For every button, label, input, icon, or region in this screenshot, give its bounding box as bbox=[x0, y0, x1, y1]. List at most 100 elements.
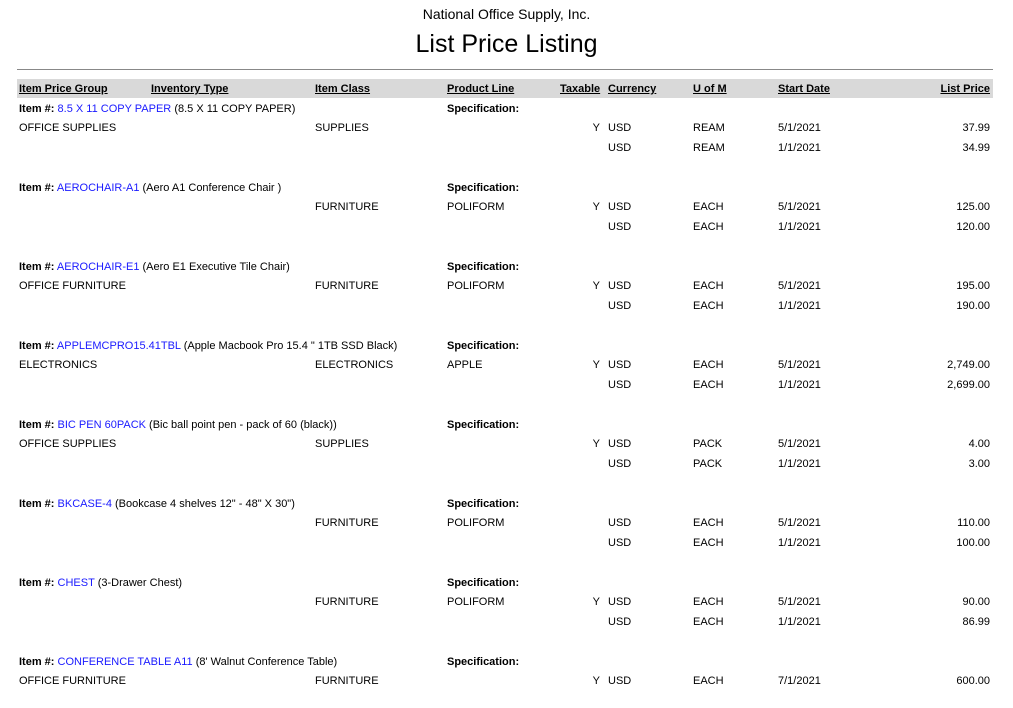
item-price-group: OFFICE FURNITURE bbox=[19, 280, 126, 293]
column-header-start-date[interactable]: Start Date bbox=[778, 83, 830, 95]
item-price-group: OFFICE SUPPLIES bbox=[19, 122, 117, 135]
item-description: (3-Drawer Chest) bbox=[97, 576, 183, 589]
price-row: ELECTRONICS ELECTRONICS APPLE Y USD EACH 5/1/2… bbox=[17, 356, 993, 375]
start-date: 1/1/2021 bbox=[778, 379, 821, 391]
column-header-item-price-group[interactable]: Item Price Group bbox=[19, 83, 108, 95]
currency: USD bbox=[608, 616, 632, 628]
item-price-group: OFFICE FURNITURE bbox=[19, 675, 126, 688]
taxable: Y bbox=[592, 201, 600, 214]
start-date: 1/1/2021 bbox=[778, 300, 821, 312]
item-id-line: Item #: BIC PEN 60PACK (Bic ball point p… bbox=[19, 419, 337, 431]
unit-of-measure: EACH bbox=[693, 596, 724, 609]
unit-of-measure: EACH bbox=[693, 201, 724, 214]
item-description: (Aero A1 Conference Chair ) bbox=[142, 181, 282, 194]
currency: USD bbox=[608, 142, 632, 154]
item-class: FURNITURE bbox=[315, 201, 379, 214]
item-id-line: Item #: CHEST (3-Drawer Chest) bbox=[19, 577, 182, 589]
list-price: 125.00 bbox=[956, 201, 990, 214]
unit-of-measure: EACH bbox=[693, 379, 724, 391]
list-price: 34.99 bbox=[962, 142, 990, 154]
unit-of-measure: EACH bbox=[693, 300, 724, 312]
column-header-product-line[interactable]: Product Line bbox=[447, 83, 515, 95]
item-id-link[interactable]: AEROCHAIR-A1 bbox=[56, 181, 140, 194]
item-id-link[interactable]: BIC PEN 60PACK bbox=[57, 418, 146, 431]
price-row: FURNITURE POLIFORM Y USD EACH 5/1/2021 125.00 bbox=[17, 198, 993, 217]
start-date: 7/1/2021 bbox=[778, 675, 821, 688]
item-price-group: OFFICE SUPPLIES bbox=[19, 438, 117, 451]
unit-of-measure: EACH bbox=[693, 221, 724, 233]
item-class: ELECTRONICS bbox=[315, 359, 394, 372]
specification-label: Specification: bbox=[447, 102, 520, 115]
currency: USD bbox=[608, 122, 632, 135]
list-price: 110.00 bbox=[957, 517, 990, 530]
report-title: List Price Listing bbox=[415, 30, 598, 58]
unit-of-measure: EACH bbox=[693, 517, 724, 530]
start-date: 5/1/2021 bbox=[778, 517, 821, 530]
price-row: FURNITURE POLIFORM Y USD EACH 5/1/2021 90.00 bbox=[17, 593, 993, 612]
column-header-list-price[interactable]: List Price bbox=[940, 83, 990, 95]
item-label: Item #: bbox=[19, 102, 55, 115]
item-id-link[interactable]: APPLEMCPRO15.41TBL bbox=[56, 339, 181, 352]
item-id-line: Item #: AEROCHAIR-E1 (Aero E1 Executive … bbox=[19, 261, 290, 273]
unit-of-measure: PACK bbox=[693, 438, 723, 451]
start-date: 5/1/2021 bbox=[778, 122, 821, 135]
unit-of-measure: EACH bbox=[693, 675, 724, 688]
start-date: 5/1/2021 bbox=[778, 438, 821, 451]
item-header-row: Item #: BKCASE-4 (Bookcase 4 shelves 12"… bbox=[17, 495, 993, 514]
list-price: 190.00 bbox=[956, 300, 990, 312]
item-description: (8' Walnut Conference Table) bbox=[195, 655, 338, 668]
price-row: OFFICE SUPPLIES SUPPLIES Y USD PACK 5/1/2021 4… bbox=[17, 435, 993, 454]
start-date: 1/1/2021 bbox=[778, 458, 821, 470]
price-row: USD PACK 1/1/2021 3.00 bbox=[17, 455, 993, 474]
currency: USD bbox=[608, 596, 632, 609]
start-date: 5/1/2021 bbox=[778, 359, 821, 372]
specification-label: Specification: bbox=[447, 497, 520, 510]
column-header-inventory-type[interactable]: Inventory Type bbox=[151, 83, 229, 95]
column-header-taxable[interactable]: Taxable bbox=[560, 83, 601, 95]
list-price: 600.00 bbox=[956, 675, 990, 688]
list-price: 4.00 bbox=[968, 438, 990, 451]
price-row: USD EACH 1/1/2021 190.00 bbox=[17, 297, 993, 316]
list-price: 100.00 bbox=[956, 537, 990, 549]
item-id-link[interactable]: AEROCHAIR-E1 bbox=[56, 260, 140, 273]
item-price-group: ELECTRONICS bbox=[19, 359, 98, 372]
item-description: (8.5 X 11 COPY PAPER) bbox=[174, 102, 296, 115]
item-id-line: Item #: AEROCHAIR-A1 (Aero A1 Conference… bbox=[19, 182, 281, 194]
start-date: 1/1/2021 bbox=[778, 221, 821, 233]
item-id-link[interactable]: CHEST bbox=[57, 576, 95, 589]
item-id-link[interactable]: 8.5 X 11 COPY PAPER bbox=[57, 102, 172, 115]
item-class: FURNITURE bbox=[315, 675, 379, 688]
price-row: USD EACH 1/1/2021 86.99 bbox=[17, 613, 993, 632]
item-id-link[interactable]: BKCASE-4 bbox=[57, 497, 112, 510]
taxable: Y bbox=[592, 122, 600, 135]
currency: USD bbox=[608, 221, 632, 233]
currency: USD bbox=[608, 537, 632, 549]
item-header-row: Item #: APPLEMCPRO15.41TBL (Apple Macboo… bbox=[17, 337, 993, 356]
item-label: Item #: bbox=[19, 655, 55, 668]
unit-of-measure: REAM bbox=[693, 142, 725, 154]
item-label: Item #: bbox=[19, 418, 55, 431]
product-line: POLIFORM bbox=[447, 596, 505, 609]
item-label: Item #: bbox=[19, 181, 55, 194]
item-id-link[interactable]: CONFERENCE TABLE A11 bbox=[57, 655, 193, 668]
item-description: (Aero E1 Executive Tile Chair) bbox=[142, 260, 290, 273]
column-header-item-class[interactable]: Item Class bbox=[315, 83, 371, 95]
item-description: (Bic ball point pen - pack of 60 (black)… bbox=[149, 418, 337, 431]
column-header-uom[interactable]: U of M bbox=[693, 83, 727, 95]
start-date: 5/1/2021 bbox=[778, 596, 821, 609]
specification-label: Specification: bbox=[447, 260, 520, 273]
currency: USD bbox=[608, 280, 632, 293]
column-header-currency[interactable]: Currency bbox=[608, 83, 657, 95]
price-row: OFFICE SUPPLIES SUPPLIES Y USD REAM 5/1/2021 3… bbox=[17, 119, 993, 138]
item-id-line: Item #: CONFERENCE TABLE A11 (8' Walnut … bbox=[19, 656, 337, 668]
product-line: POLIFORM bbox=[447, 517, 505, 530]
price-row: USD REAM 1/1/2021 34.99 bbox=[17, 139, 993, 158]
item-id-line: Item #: APPLEMCPRO15.41TBL (Apple Macboo… bbox=[19, 340, 397, 352]
currency: USD bbox=[608, 201, 632, 214]
item-class: FURNITURE bbox=[315, 517, 379, 530]
taxable: Y bbox=[592, 359, 600, 372]
list-price: 195.00 bbox=[956, 280, 990, 293]
taxable: Y bbox=[592, 596, 600, 609]
item-header-row: Item #: 8.5 X 11 COPY PAPER (8.5 X 11 CO… bbox=[17, 100, 993, 119]
specification-label: Specification: bbox=[447, 418, 520, 431]
